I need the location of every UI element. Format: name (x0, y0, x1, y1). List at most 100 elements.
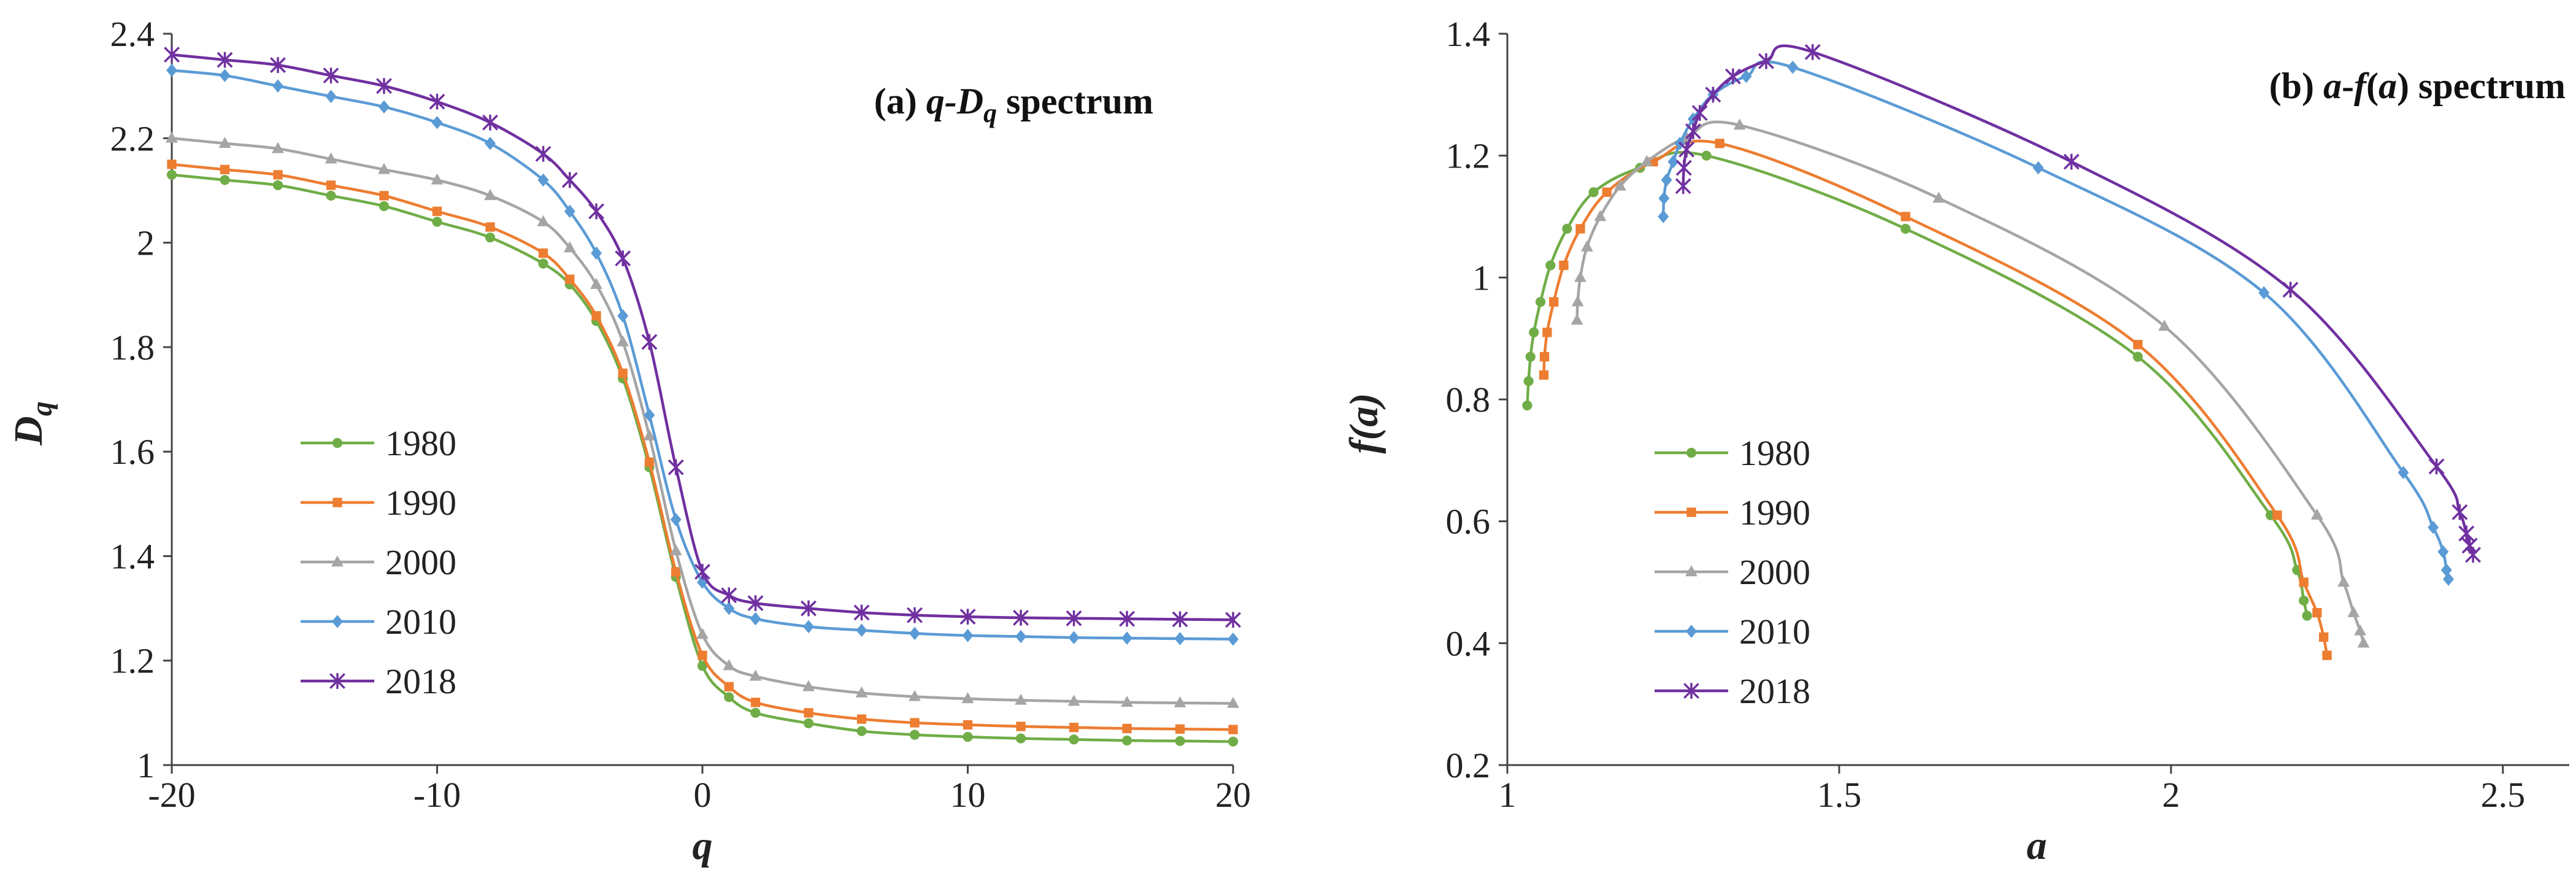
panel-a-legend-label: 2018 (385, 661, 456, 701)
panel-b-point-1990 (1715, 139, 1724, 148)
panel-a-point-2018 (535, 145, 552, 162)
panel-b-point-1980 (2302, 610, 2312, 621)
panel-b-point-2018 (1678, 141, 1695, 158)
panel-b-title: (b) a-f(a) spectrum (2269, 66, 2566, 106)
panel-a-point-2000 (431, 173, 444, 185)
panel-a-series-2000 (166, 131, 1239, 708)
panel-b-point-2000 (2354, 624, 2367, 636)
panel-a-legend-item-1990: 1990 (301, 483, 456, 523)
panel-b-point-1980 (2299, 595, 2309, 606)
panel-b-point-2018 (2428, 458, 2445, 475)
panel-b-legend-label: 2018 (1739, 671, 1810, 711)
panel-a-point-1980 (326, 190, 336, 201)
panel-a-line-1990 (171, 163, 1234, 731)
panel-a-series-2018 (164, 47, 1241, 628)
panel-b-legend-marker (1685, 565, 1697, 577)
panel-b-series-1990 (1539, 139, 2332, 660)
panel-a-point-1980 (803, 718, 814, 728)
panel-a-point-2010 (325, 90, 337, 103)
panel-a-point-2010 (591, 246, 602, 260)
panel-a-point-2010 (670, 513, 682, 526)
panel-a-point-1990 (618, 368, 628, 379)
panel-a-point-1980 (1069, 734, 1079, 745)
panel-a-point-1990 (1175, 724, 1185, 734)
panel-a-point-2018 (376, 78, 392, 94)
panel-b-point-1990 (1549, 297, 1559, 307)
panel-a-point-2000 (484, 189, 496, 201)
panel-a-point-2000 (1015, 693, 1027, 705)
panel-a-y-tick-label: 2 (137, 223, 155, 263)
panel-a-point-1990 (379, 191, 389, 201)
panel-b-point-2010 (2032, 161, 2044, 175)
panel-b-point-1990 (1539, 352, 1550, 362)
panel-a-point-2000 (537, 215, 550, 226)
panel-a-y-tick-label: 2.4 (110, 14, 155, 54)
panel-a-point-1980 (1175, 736, 1185, 746)
panel-b-point-2018 (1675, 160, 1692, 176)
panel-b-point-2010 (2258, 286, 2270, 299)
panel-b-point-1980 (1523, 376, 1534, 387)
panel-b-point-2018 (1804, 44, 1821, 60)
panel-b-x-label: a (2027, 823, 2047, 868)
panel-a-point-2018 (801, 600, 817, 617)
panel-a-point-2018 (561, 172, 578, 188)
panel-a-point-2018 (1172, 611, 1188, 628)
panel-a-y-tick-label: 1.6 (110, 432, 155, 472)
panel-b-point-2000 (1932, 191, 1945, 203)
panel-a-point-2000 (563, 241, 576, 253)
panel-a-point-1980 (432, 217, 442, 227)
panel-a-point-1990 (750, 698, 761, 707)
panel-a-point-2000 (855, 686, 868, 698)
panel-a-point-2010 (219, 69, 231, 82)
panel-b-y-tick-label: 1.4 (1446, 14, 1491, 54)
panel-a-point-1980 (724, 692, 734, 702)
panel-b-point-1990 (2272, 510, 2282, 520)
panel-a-point-1980 (538, 258, 548, 269)
panel-a-point-2018 (853, 604, 870, 621)
panel-a-point-2010 (379, 100, 390, 114)
panel-a-y-tick-label: 1.4 (110, 536, 155, 576)
panel-b-legend-label: 2010 (1739, 612, 1810, 652)
panel-a-point-2018 (164, 47, 180, 63)
panel-a-point-1990 (326, 180, 336, 190)
panel-b-line-1990 (1542, 139, 2329, 656)
panel-a-point-1990 (1228, 725, 1238, 734)
panel-b-point-2000 (2337, 575, 2350, 587)
panel-b-legend-marker (1686, 507, 1696, 517)
panel-a: (a) q-Dq spectrum q Dq 1 1.2 1.4 1.6 1.8 2 2.2… (6, 14, 1251, 868)
panel-b-legend-item-2018: 2018 (1655, 671, 1810, 711)
panel-b-point-1980 (1525, 352, 1536, 362)
panel-a-point-1990 (1069, 723, 1079, 733)
panel-a-point-1980 (909, 729, 920, 740)
panel-b-point-2010 (1661, 173, 1672, 187)
panel-b-legend-item-2010: 2010 (1655, 612, 1810, 652)
panel-b-y-tick-label: 0.8 (1446, 380, 1491, 420)
panel-a-point-2010 (617, 309, 629, 323)
panel-a-point-1990 (565, 274, 575, 284)
panel-b-point-1990 (1602, 187, 1612, 197)
panel-a-point-2010 (962, 629, 974, 642)
panel-b-point-2018 (2451, 504, 2468, 520)
panel-a-point-1990 (698, 650, 707, 660)
panel-b-point-2010 (1667, 155, 1679, 169)
panel-b-point-2000 (1614, 179, 1626, 191)
panel-a-point-2010 (166, 63, 177, 77)
panel-a-point-2010 (644, 408, 655, 422)
panel-a-legend-item-2000: 2000 (301, 542, 456, 582)
panel-a-y-tick-label: 1 (137, 745, 155, 785)
panel-a-point-1990 (856, 714, 867, 724)
panel-a-point-2000 (1174, 696, 1186, 707)
panel-b-y-tick-label: 1 (1472, 258, 1490, 298)
panel-b-point-2000 (1733, 118, 1746, 130)
panel-b-series-1980 (1522, 150, 2312, 621)
panel-a-point-2000 (961, 692, 974, 704)
panel-a-point-1980 (220, 175, 230, 185)
panel-a-y-tick-label: 1.8 (110, 328, 155, 368)
panel-a-point-2000 (723, 659, 736, 671)
panel-a-point-1990 (644, 457, 655, 467)
panel-a-point-1990 (724, 682, 734, 691)
panel-a-point-2000 (643, 429, 656, 441)
panel-a-point-2010 (485, 137, 496, 150)
panel-a-point-1990 (910, 718, 920, 728)
panel-a-point-1990 (167, 160, 177, 169)
